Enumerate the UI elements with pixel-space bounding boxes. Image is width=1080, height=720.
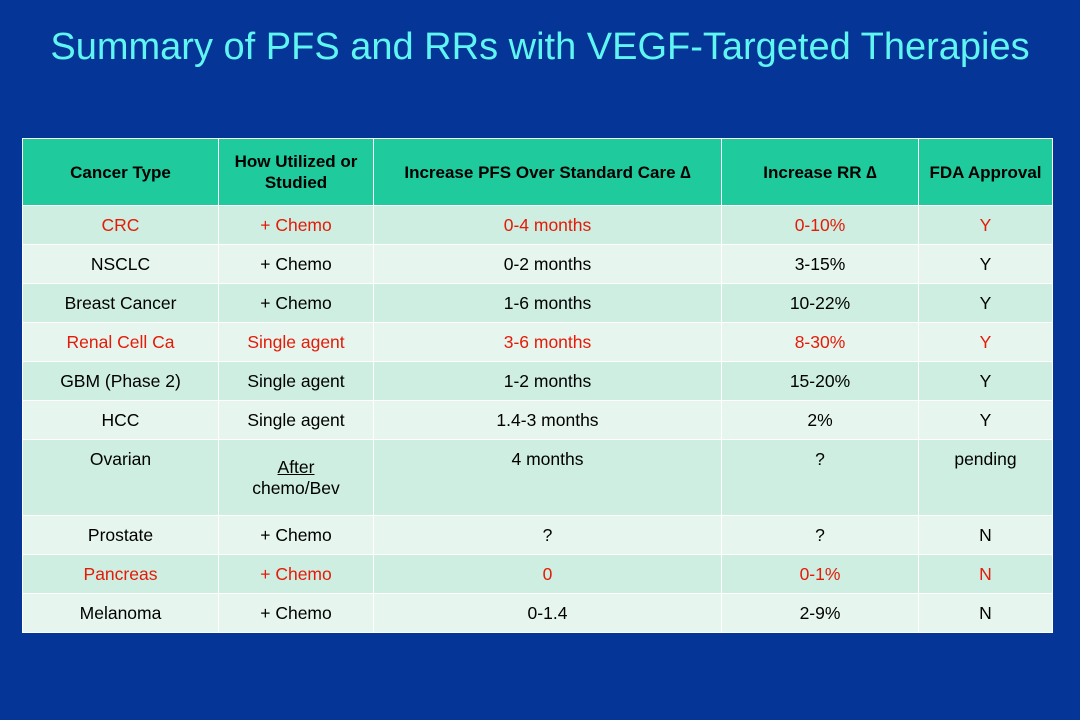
- cell-cancer-type: Prostate: [22, 515, 219, 555]
- cell-increase-rr: 3-15%: [721, 244, 919, 284]
- cell-increase-pfs: 0-4 months: [373, 205, 722, 245]
- cell-increase-pfs: ?: [373, 515, 722, 555]
- cell-fda-approval: Y: [918, 244, 1053, 284]
- cell-how-utilized: Single agent: [218, 361, 374, 401]
- cell-increase-pfs: 1.4-3 months: [373, 400, 722, 440]
- cell-cancer-type: Breast Cancer: [22, 283, 219, 323]
- cell-increase-pfs: 0-2 months: [373, 244, 722, 284]
- cell-cancer-type: CRC: [22, 205, 219, 245]
- cell-increase-pfs: 1-2 months: [373, 361, 722, 401]
- cell-increase-rr: ?: [721, 515, 919, 555]
- cell-cancer-type: HCC: [22, 400, 219, 440]
- cell-how-utilized: + Chemo: [218, 593, 374, 633]
- cell-cancer-type: Melanoma: [22, 593, 219, 633]
- cell-fda-approval: N: [918, 593, 1053, 633]
- table-row: NSCLC + Chemo 0-2 months 3-15% Y: [22, 244, 1053, 284]
- cell-how-utilized: + Chemo: [218, 283, 374, 323]
- table-row: CRC + Chemo 0-4 months 0-10% Y: [22, 205, 1053, 245]
- cell-increase-pfs: 4 months: [373, 439, 722, 516]
- cell-how-utilized: Single agent: [218, 400, 374, 440]
- cell-how-utilized: + Chemo: [218, 515, 374, 555]
- cell-how-utilized-text: chemo/Bev: [252, 477, 340, 498]
- cell-increase-pfs: 3-6 months: [373, 322, 722, 362]
- cell-fda-approval: Y: [918, 400, 1053, 440]
- cell-fda-approval: Y: [918, 283, 1053, 323]
- cell-increase-rr: ?: [721, 439, 919, 516]
- underlined-after: After: [277, 456, 315, 477]
- table-row: Pancreas + Chemo 0 0-1% N: [22, 554, 1053, 594]
- cell-increase-rr: 2%: [721, 400, 919, 440]
- cell-how-utilized: + Chemo: [218, 205, 374, 245]
- cell-how-utilized: After chemo/Bev: [218, 439, 374, 516]
- table-row: Prostate + Chemo ? ? N: [22, 515, 1053, 555]
- cell-how-utilized: + Chemo: [218, 244, 374, 284]
- table-row: GBM (Phase 2) Single agent 1-2 months 15…: [22, 361, 1053, 401]
- cell-increase-pfs: 1-6 months: [373, 283, 722, 323]
- cell-fda-approval: Y: [918, 361, 1053, 401]
- cell-fda-approval: Y: [918, 205, 1053, 245]
- cell-fda-approval: pending: [918, 439, 1053, 516]
- cell-increase-rr: 2-9%: [721, 593, 919, 633]
- cell-increase-rr: 10-22%: [721, 283, 919, 323]
- table-row: HCC Single agent 1.4-3 months 2% Y: [22, 400, 1053, 440]
- header-fda-approval: FDA Approval: [918, 138, 1053, 206]
- cell-cancer-type: Ovarian: [22, 439, 219, 516]
- table-row: Ovarian After chemo/Bev 4 months ? pendin…: [22, 439, 1053, 516]
- slide-title: Summary of PFS and RRs with VEGF-Targete…: [50, 26, 1030, 68]
- cell-fda-approval: N: [918, 554, 1053, 594]
- summary-table: Cancer Type How Utilized or Studied Incr…: [22, 138, 1053, 633]
- header-increase-pfs: Increase PFS Over Standard Care ∆: [373, 138, 722, 206]
- cell-how-utilized: + Chemo: [218, 554, 374, 594]
- table-row: Melanoma + Chemo 0-1.4 2-9% N: [22, 593, 1053, 633]
- cell-how-utilized: Single agent: [218, 322, 374, 362]
- cell-cancer-type: GBM (Phase 2): [22, 361, 219, 401]
- cell-fda-approval: Y: [918, 322, 1053, 362]
- header-increase-rr: Increase RR ∆: [721, 138, 919, 206]
- cell-cancer-type: Pancreas: [22, 554, 219, 594]
- cell-cancer-type: Renal Cell Ca: [22, 322, 219, 362]
- header-cancer-type: Cancer Type: [22, 138, 219, 206]
- cell-fda-approval: N: [918, 515, 1053, 555]
- cell-increase-pfs: 0: [373, 554, 722, 594]
- cell-increase-rr: 0-10%: [721, 205, 919, 245]
- header-how-utilized: How Utilized or Studied: [218, 138, 374, 206]
- cell-increase-rr: 8-30%: [721, 322, 919, 362]
- cell-increase-pfs: 0-1.4: [373, 593, 722, 633]
- cell-increase-rr: 0-1%: [721, 554, 919, 594]
- header-row: Cancer Type How Utilized or Studied Incr…: [22, 138, 1053, 206]
- cell-cancer-type: NSCLC: [22, 244, 219, 284]
- table-row: Breast Cancer + Chemo 1-6 months 10-22% …: [22, 283, 1053, 323]
- cell-increase-rr: 15-20%: [721, 361, 919, 401]
- table-row: Renal Cell Ca Single agent 3-6 months 8-…: [22, 322, 1053, 362]
